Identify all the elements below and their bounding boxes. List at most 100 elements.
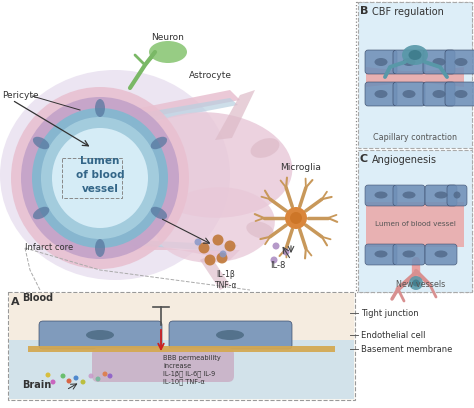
Bar xyxy=(28,346,335,352)
Ellipse shape xyxy=(246,222,273,239)
Ellipse shape xyxy=(0,70,230,280)
Ellipse shape xyxy=(61,373,65,379)
Text: Angiogenesis: Angiogenesis xyxy=(372,155,437,165)
Ellipse shape xyxy=(435,191,447,199)
Ellipse shape xyxy=(374,191,388,199)
FancyBboxPatch shape xyxy=(447,185,467,206)
Ellipse shape xyxy=(251,138,280,158)
Ellipse shape xyxy=(102,372,108,377)
Text: C: C xyxy=(360,154,368,164)
Ellipse shape xyxy=(273,242,280,250)
FancyBboxPatch shape xyxy=(358,2,472,148)
FancyBboxPatch shape xyxy=(393,185,425,206)
FancyBboxPatch shape xyxy=(365,185,397,206)
Ellipse shape xyxy=(149,41,187,63)
Text: A: A xyxy=(11,297,19,307)
Ellipse shape xyxy=(454,191,461,199)
Ellipse shape xyxy=(51,379,55,384)
Ellipse shape xyxy=(11,87,189,269)
Polygon shape xyxy=(130,240,238,252)
FancyBboxPatch shape xyxy=(393,244,425,265)
Ellipse shape xyxy=(81,379,85,384)
Text: Lumen
of blood
vessel: Lumen of blood vessel xyxy=(76,156,124,194)
Text: IL-8: IL-8 xyxy=(270,261,286,270)
FancyBboxPatch shape xyxy=(445,82,474,106)
Ellipse shape xyxy=(95,99,105,117)
FancyBboxPatch shape xyxy=(39,321,162,349)
Text: IL-1β
TNF-α: IL-1β TNF-α xyxy=(215,270,237,290)
Ellipse shape xyxy=(432,58,446,66)
Polygon shape xyxy=(200,255,230,290)
Bar xyxy=(9,293,354,340)
Ellipse shape xyxy=(409,50,421,60)
Ellipse shape xyxy=(271,257,277,264)
Text: Brain: Brain xyxy=(22,380,51,390)
Text: Microglia: Microglia xyxy=(281,163,321,172)
Polygon shape xyxy=(130,240,240,260)
Ellipse shape xyxy=(212,235,224,246)
Ellipse shape xyxy=(402,58,416,66)
Ellipse shape xyxy=(225,240,236,251)
Polygon shape xyxy=(366,67,464,87)
Ellipse shape xyxy=(216,330,244,340)
Text: Endothelial cell: Endothelial cell xyxy=(361,330,426,339)
Ellipse shape xyxy=(290,212,302,224)
Text: Astrocyte: Astrocyte xyxy=(189,71,231,80)
FancyBboxPatch shape xyxy=(425,185,457,206)
Ellipse shape xyxy=(194,239,201,246)
Text: Neuron: Neuron xyxy=(152,33,184,42)
Ellipse shape xyxy=(86,330,114,340)
Ellipse shape xyxy=(435,251,447,257)
Ellipse shape xyxy=(402,45,428,65)
Ellipse shape xyxy=(151,137,167,149)
FancyBboxPatch shape xyxy=(365,82,397,106)
Bar xyxy=(9,340,354,399)
Ellipse shape xyxy=(374,251,388,257)
Text: Pericyte: Pericyte xyxy=(2,91,38,100)
FancyBboxPatch shape xyxy=(423,50,455,74)
Ellipse shape xyxy=(21,97,179,259)
Ellipse shape xyxy=(52,128,148,228)
Text: Lumen of blood vessel: Lumen of blood vessel xyxy=(374,221,456,227)
Ellipse shape xyxy=(374,58,388,66)
Ellipse shape xyxy=(95,377,100,381)
Ellipse shape xyxy=(402,191,416,199)
Ellipse shape xyxy=(151,207,167,219)
Text: CBF regulation: CBF regulation xyxy=(372,7,444,17)
Text: B: B xyxy=(360,6,368,16)
Ellipse shape xyxy=(41,117,159,239)
Ellipse shape xyxy=(219,251,227,257)
Ellipse shape xyxy=(402,90,416,98)
Ellipse shape xyxy=(199,242,210,253)
FancyBboxPatch shape xyxy=(393,50,425,74)
FancyBboxPatch shape xyxy=(423,82,455,106)
FancyBboxPatch shape xyxy=(425,244,457,265)
Text: BBB permeability
increase
IL-1β， IL-6， IL-9
IL-10， TNF-α: BBB permeability increase IL-1β， IL-6， I… xyxy=(163,355,221,385)
Ellipse shape xyxy=(432,90,446,98)
Ellipse shape xyxy=(412,279,419,286)
Ellipse shape xyxy=(33,207,49,219)
FancyBboxPatch shape xyxy=(393,82,425,106)
Ellipse shape xyxy=(455,90,467,98)
Text: Blood: Blood xyxy=(22,293,53,303)
Ellipse shape xyxy=(32,108,168,248)
FancyBboxPatch shape xyxy=(365,244,397,265)
Ellipse shape xyxy=(73,375,79,381)
Ellipse shape xyxy=(66,379,72,384)
Ellipse shape xyxy=(217,253,228,264)
FancyBboxPatch shape xyxy=(8,292,355,400)
Text: Infarct core: Infarct core xyxy=(25,244,73,253)
Ellipse shape xyxy=(155,187,275,263)
FancyBboxPatch shape xyxy=(365,50,397,74)
Ellipse shape xyxy=(89,373,93,379)
Ellipse shape xyxy=(409,276,423,290)
Polygon shape xyxy=(215,90,255,140)
Ellipse shape xyxy=(455,58,467,66)
Polygon shape xyxy=(130,98,238,125)
Ellipse shape xyxy=(128,112,292,218)
Ellipse shape xyxy=(46,373,51,377)
FancyBboxPatch shape xyxy=(445,50,474,74)
FancyBboxPatch shape xyxy=(169,321,292,349)
Text: Capillary contraction: Capillary contraction xyxy=(373,133,457,142)
Ellipse shape xyxy=(33,137,49,149)
